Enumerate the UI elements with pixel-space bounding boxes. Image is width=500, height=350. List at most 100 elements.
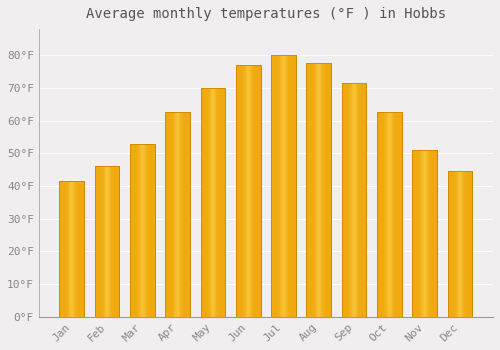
Bar — [378, 112, 380, 317]
Bar — [391, 112, 392, 317]
Bar — [185, 112, 186, 317]
Bar — [79, 181, 80, 317]
Bar — [398, 112, 400, 317]
Bar — [114, 166, 116, 317]
Bar — [271, 55, 296, 317]
Bar — [222, 88, 223, 317]
Bar — [294, 55, 295, 317]
Bar — [172, 112, 174, 317]
Bar — [154, 144, 155, 317]
Bar — [153, 144, 154, 317]
Bar — [202, 88, 203, 317]
Bar — [328, 63, 329, 317]
Bar — [397, 112, 398, 317]
Bar — [200, 88, 202, 317]
Bar — [306, 63, 308, 317]
Bar — [364, 83, 365, 317]
Bar — [459, 171, 460, 317]
Bar — [113, 166, 114, 317]
Bar — [236, 65, 238, 317]
Bar — [285, 55, 286, 317]
Bar — [143, 144, 144, 317]
Bar — [387, 112, 388, 317]
Bar — [360, 83, 361, 317]
Bar — [349, 83, 350, 317]
Bar — [246, 65, 248, 317]
Bar — [66, 181, 67, 317]
Bar — [462, 171, 464, 317]
Bar — [116, 166, 117, 317]
Bar — [208, 88, 209, 317]
Bar — [117, 166, 118, 317]
Bar — [220, 88, 221, 317]
Bar — [469, 171, 470, 317]
Bar — [178, 112, 180, 317]
Bar — [186, 112, 187, 317]
Bar — [386, 112, 387, 317]
Bar — [428, 150, 429, 317]
Bar — [314, 63, 315, 317]
Bar — [138, 144, 139, 317]
Bar — [96, 166, 98, 317]
Bar — [131, 144, 132, 317]
Bar — [290, 55, 291, 317]
Bar — [450, 171, 451, 317]
Bar — [94, 166, 96, 317]
Bar — [249, 65, 250, 317]
Bar — [355, 83, 356, 317]
Bar — [177, 112, 178, 317]
Bar — [108, 166, 110, 317]
Bar — [395, 112, 396, 317]
Bar — [412, 150, 437, 317]
Bar — [80, 181, 81, 317]
Bar — [140, 144, 141, 317]
Bar — [426, 150, 427, 317]
Bar — [209, 88, 210, 317]
Bar — [100, 166, 102, 317]
Bar — [451, 171, 452, 317]
Bar — [104, 166, 106, 317]
Bar — [60, 181, 61, 317]
Bar — [424, 150, 425, 317]
Bar — [184, 112, 185, 317]
Bar — [174, 112, 175, 317]
Bar — [392, 112, 394, 317]
Bar — [259, 65, 260, 317]
Bar — [401, 112, 402, 317]
Bar — [142, 144, 143, 317]
Bar — [203, 88, 204, 317]
Bar — [94, 166, 120, 317]
Bar — [60, 181, 84, 317]
Bar — [210, 88, 212, 317]
Bar — [130, 144, 154, 317]
Bar — [255, 65, 256, 317]
Bar — [310, 63, 312, 317]
Bar — [327, 63, 328, 317]
Bar — [258, 65, 259, 317]
Bar — [98, 166, 99, 317]
Bar — [168, 112, 170, 317]
Bar — [181, 112, 182, 317]
Bar — [420, 150, 422, 317]
Bar — [380, 112, 381, 317]
Bar — [400, 112, 401, 317]
Bar — [452, 171, 454, 317]
Bar — [422, 150, 423, 317]
Bar — [384, 112, 386, 317]
Bar — [166, 112, 190, 317]
Bar — [284, 55, 285, 317]
Bar — [110, 166, 112, 317]
Bar — [318, 63, 319, 317]
Bar — [140, 144, 141, 317]
Bar — [281, 55, 282, 317]
Bar — [390, 112, 391, 317]
Bar — [433, 150, 434, 317]
Bar — [348, 83, 349, 317]
Bar — [287, 55, 288, 317]
Bar — [106, 166, 107, 317]
Bar — [292, 55, 294, 317]
Bar — [139, 144, 140, 317]
Bar — [419, 150, 420, 317]
Bar — [396, 112, 397, 317]
Bar — [468, 171, 469, 317]
